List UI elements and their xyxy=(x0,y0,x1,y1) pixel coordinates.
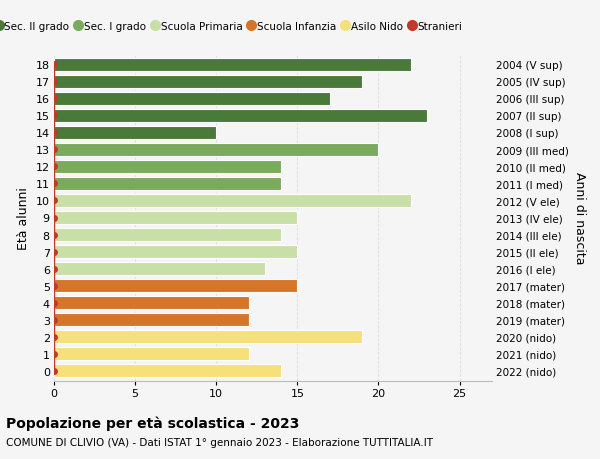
Text: Popolazione per età scolastica - 2023: Popolazione per età scolastica - 2023 xyxy=(6,415,299,430)
Bar xyxy=(54,263,265,275)
Bar xyxy=(54,110,427,123)
Bar xyxy=(54,229,281,241)
Bar xyxy=(54,93,330,106)
Text: COMUNE DI CLIVIO (VA) - Dati ISTAT 1° gennaio 2023 - Elaborazione TUTTITALIA.IT: COMUNE DI CLIVIO (VA) - Dati ISTAT 1° ge… xyxy=(6,437,433,447)
Bar xyxy=(54,347,248,360)
Bar xyxy=(54,246,298,258)
Bar xyxy=(54,313,248,326)
Bar xyxy=(54,364,281,377)
Bar xyxy=(54,144,379,157)
Bar xyxy=(54,178,281,190)
Bar xyxy=(54,161,281,174)
Bar xyxy=(54,297,248,309)
Bar xyxy=(54,330,362,343)
Bar xyxy=(54,195,411,207)
Y-axis label: Età alunni: Età alunni xyxy=(17,187,30,249)
Bar xyxy=(54,76,362,89)
Bar xyxy=(54,280,298,292)
Bar xyxy=(54,212,298,224)
Legend: Sec. II grado, Sec. I grado, Scuola Primaria, Scuola Infanzia, Asilo Nido, Stran: Sec. II grado, Sec. I grado, Scuola Prim… xyxy=(0,18,466,36)
Bar xyxy=(54,59,411,72)
Y-axis label: Anni di nascita: Anni di nascita xyxy=(573,172,586,264)
Bar xyxy=(54,127,216,140)
